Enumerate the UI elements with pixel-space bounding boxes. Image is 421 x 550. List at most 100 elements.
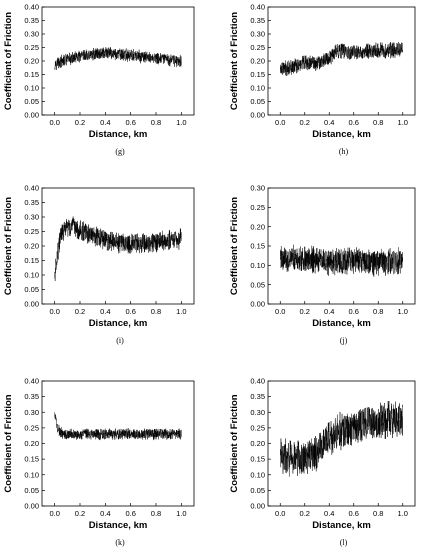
series-line	[280, 400, 403, 477]
y-axis-label: Coefficient of Friction	[229, 197, 240, 295]
y-tick-label: 0.40	[250, 3, 265, 12]
chart-panel: 0.00 0.05 0.10 0.15 0.20 0.25 0.30 0.35 0.40 0.0 0…	[3, 377, 195, 547]
x-tick-label: 0.6	[125, 509, 135, 518]
y-tick-label: 0.30	[250, 30, 265, 39]
y-tick-label: 0.25	[24, 43, 39, 52]
x-tick-label: 0.6	[349, 118, 359, 127]
panel-label: (i)	[116, 336, 124, 345]
series-line	[54, 47, 182, 70]
x-tick-label: 0.2	[75, 307, 85, 316]
y-tick-label: 0.40	[24, 3, 39, 12]
panel-label: (g)	[115, 147, 125, 156]
y-tick-label: 0.05	[250, 280, 265, 289]
x-tick-label: 0.2	[75, 118, 85, 127]
y-tick-label: 0.35	[24, 198, 39, 207]
series-line	[280, 41, 403, 77]
x-tick-label: 1.0	[398, 118, 408, 127]
y-tick-label: 0.30	[250, 184, 265, 193]
y-tick-label: 0.35	[250, 16, 265, 25]
x-tick-label: 0.4	[100, 509, 110, 518]
y-tick-label: 0.20	[250, 439, 265, 448]
panel-label: (j)	[340, 336, 348, 345]
x-tick-label: 0.2	[300, 509, 310, 518]
y-tick-label: 0.20	[24, 242, 39, 251]
y-tick-label: 0.00	[24, 502, 39, 511]
x-tick-label: 0.6	[125, 118, 135, 127]
x-tick-label: 0.8	[151, 307, 161, 316]
chart-panel: 0.00 0.05 0.10 0.15 0.20 0.25 0.30 0.35 0.40 0.0 0…	[229, 3, 416, 156]
y-tick-label: 0.15	[250, 242, 265, 251]
x-tick-label: 0.6	[349, 509, 359, 518]
x-axis-label: Distance, km	[312, 129, 371, 140]
chart-panel: 0.00 0.05 0.10 0.15 0.20 0.25 0.30 0.35 0.40 0.0 0…	[3, 184, 195, 345]
y-tick-label: 0.30	[24, 213, 39, 222]
y-tick-label: 0.25	[24, 227, 39, 236]
panel-label: (h)	[339, 147, 349, 156]
y-tick-label: 0.35	[24, 392, 39, 401]
y-tick-label: 0.25	[250, 203, 265, 212]
x-tick-label: 1.0	[176, 509, 186, 518]
y-tick-label: 0.20	[24, 439, 39, 448]
y-tick-label: 0.10	[250, 261, 265, 270]
y-tick-label: 0.05	[250, 97, 265, 106]
y-tick-label: 0.10	[250, 84, 265, 93]
y-tick-label: 0.40	[24, 184, 39, 193]
x-tick-label: 0.4	[324, 307, 334, 316]
x-tick-label: 1.0	[176, 118, 186, 127]
y-tick-label: 0.25	[250, 43, 265, 52]
y-tick-label: 0.25	[250, 423, 265, 432]
series-line	[280, 244, 403, 277]
x-tick-label: 0.4	[100, 307, 110, 316]
series-line	[54, 412, 182, 441]
y-tick-label: 0.35	[250, 392, 265, 401]
x-tick-label: 0.8	[373, 509, 383, 518]
x-tick-label: 1.0	[398, 509, 408, 518]
plot-frame	[41, 380, 195, 507]
y-tick-label: 0.00	[24, 111, 39, 120]
y-tick-label: 0.30	[24, 408, 39, 417]
y-tick-label: 0.30	[24, 30, 39, 39]
panel-label: (l)	[340, 538, 348, 547]
y-tick-label: 0.10	[24, 271, 39, 280]
y-tick-label: 0.00	[24, 300, 39, 309]
x-tick-label: 0.2	[75, 509, 85, 518]
y-tick-label: 0.40	[250, 377, 265, 386]
x-axis-label: Distance, km	[89, 520, 148, 531]
chart-panel: 0.00 0.05 0.10 0.15 0.20 0.25 0.30 0.35 0.40 0.0 0…	[229, 377, 416, 547]
y-axis-label: Coefficient of Friction	[229, 12, 240, 110]
y-tick-label: 0.15	[250, 70, 265, 79]
x-tick-label: 0.0	[275, 307, 285, 316]
y-tick-label: 0.15	[24, 70, 39, 79]
y-tick-label: 0.10	[250, 470, 265, 479]
y-tick-label: 0.20	[250, 222, 265, 231]
chart-panel: 0.00 0.05 0.10 0.15 0.20 0.25 0.30 0.35 0.40 0.0 0…	[3, 3, 195, 156]
x-axis-label: Distance, km	[312, 318, 371, 329]
y-tick-label: 0.15	[250, 455, 265, 464]
y-tick-label: 0.00	[250, 300, 265, 309]
x-tick-label: 1.0	[176, 307, 186, 316]
x-tick-label: 0.0	[49, 307, 59, 316]
y-tick-label: 0.25	[24, 423, 39, 432]
y-tick-label: 0.20	[24, 57, 39, 66]
x-tick-label: 0.0	[275, 118, 285, 127]
y-tick-label: 0.20	[250, 57, 265, 66]
x-tick-label: 0.0	[275, 509, 285, 518]
y-axis-label: Coefficient of Friction	[3, 197, 14, 295]
y-tick-label: 0.10	[24, 470, 39, 479]
x-tick-label: 0.2	[300, 307, 310, 316]
x-tick-label: 0.8	[373, 307, 383, 316]
plot-frame	[267, 187, 416, 305]
y-tick-label: 0.10	[24, 84, 39, 93]
y-tick-label: 0.05	[24, 486, 39, 495]
x-tick-label: 0.8	[151, 509, 161, 518]
x-axis-label: Distance, km	[89, 318, 148, 329]
y-tick-label: 0.00	[250, 111, 265, 120]
x-tick-label: 0.4	[100, 118, 110, 127]
x-tick-label: 0.4	[324, 118, 334, 127]
x-tick-label: 0.0	[49, 118, 59, 127]
y-tick-label: 0.00	[250, 502, 265, 511]
x-axis-label: Distance, km	[312, 520, 371, 531]
y-tick-label: 0.05	[24, 97, 39, 106]
y-tick-label: 0.30	[250, 408, 265, 417]
